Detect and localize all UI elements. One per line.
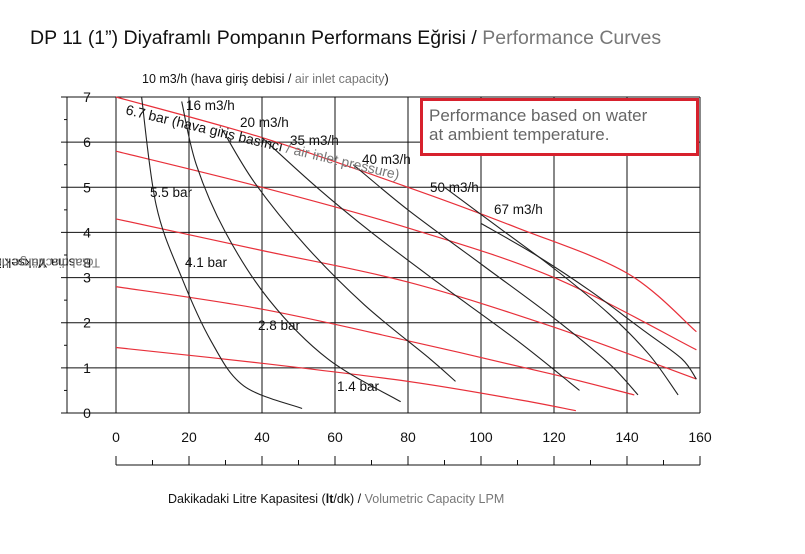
x-axis-title-pre: Dakikadaki Litre Kapasitesi (	[168, 492, 326, 506]
pressure-curve	[115, 286, 635, 396]
chart-title-separator: /	[466, 27, 483, 49]
x-axis-tick-label: 120	[542, 429, 566, 445]
x-axis-title-separator: /	[354, 492, 365, 506]
x-axis-tick-label: 160	[688, 429, 712, 445]
air-inlet-header-separator: /	[284, 72, 295, 86]
y-axis-tick-label: 7	[83, 89, 91, 105]
curve-label: 40 m3/h	[362, 152, 411, 167]
chart-title-english: Performance Curves	[482, 27, 662, 49]
curve-label: 67 m3/h	[494, 202, 543, 217]
air-capacity-curve	[181, 101, 401, 403]
air-capacity-curve	[221, 128, 456, 382]
x-axis-tick-label: 20	[181, 429, 197, 445]
x-axis-tick-label: 80	[400, 429, 416, 445]
curve-label: 5.5 bar	[150, 185, 193, 200]
air-capacity-curve	[261, 137, 580, 391]
note-box: Performance based on water at ambient te…	[420, 98, 699, 156]
air-inlet-header: 10 m3/h (hava giriş debisi / air inlet c…	[142, 72, 389, 86]
curve-label: 16 m3/h	[186, 98, 235, 113]
x-axis-title-bold: lt	[325, 492, 334, 506]
x-axis-title-post: /dk)	[333, 492, 355, 506]
air-inlet-header-close: )	[384, 72, 389, 86]
air-capacity-curve	[480, 222, 697, 380]
y-axis-tick-label: 4	[83, 224, 91, 240]
curve-label: 20 m3/h	[240, 115, 289, 130]
air-capacity-curve	[352, 164, 639, 396]
y-axis-tick-label: 5	[83, 179, 91, 195]
chart-title: DP 11 (1”) Diyaframlı Pompanın Performan…	[30, 27, 661, 50]
note-text: Performance based on water at ambient te…	[429, 106, 648, 144]
pressure-curve	[115, 150, 697, 351]
curve-label: 2.8 bar	[258, 318, 301, 333]
curve-label: 4.1 bar	[185, 255, 228, 270]
air-inlet-header-turkish: 10 m3/h (hava giriş debisi	[142, 72, 285, 86]
x-axis-tick-label: 0	[112, 429, 120, 445]
y-axis-tick-label: 1	[83, 360, 91, 376]
chart-title-turkish: DP 11 (1”) Diyaframlı Pompanın Performan…	[30, 27, 467, 49]
x-axis-title: Dakikadaki Litre Kapasitesi (lt/dk) / Vo…	[168, 492, 504, 506]
pressure-curve	[115, 218, 697, 380]
x-axis-tick-label: 140	[615, 429, 639, 445]
curve-label: 50 m3/h	[430, 180, 479, 195]
y-axis-tick-label: 6	[83, 134, 91, 150]
x-axis-tick-label: 100	[469, 429, 493, 445]
air-inlet-header-english: air inlet capacity	[294, 72, 385, 86]
x-axis-tick-label: 40	[254, 429, 270, 445]
curve-label: 35 m3/h	[290, 133, 339, 148]
pressure-curve	[115, 346, 577, 412]
pressure-curve	[115, 96, 697, 333]
curve-label: 1.4 bar	[337, 379, 380, 394]
air-capacity-curve	[141, 96, 303, 410]
x-axis-title-english: Volumetric Capacity LPM	[364, 492, 505, 506]
y-axis-tick-label: 2	[83, 315, 91, 331]
air-capacity-curve	[444, 186, 679, 396]
y-axis-tick-label: 0	[83, 405, 91, 421]
x-axis-tick-label: 60	[327, 429, 343, 445]
y-axis-tick-label: 3	[83, 270, 91, 286]
